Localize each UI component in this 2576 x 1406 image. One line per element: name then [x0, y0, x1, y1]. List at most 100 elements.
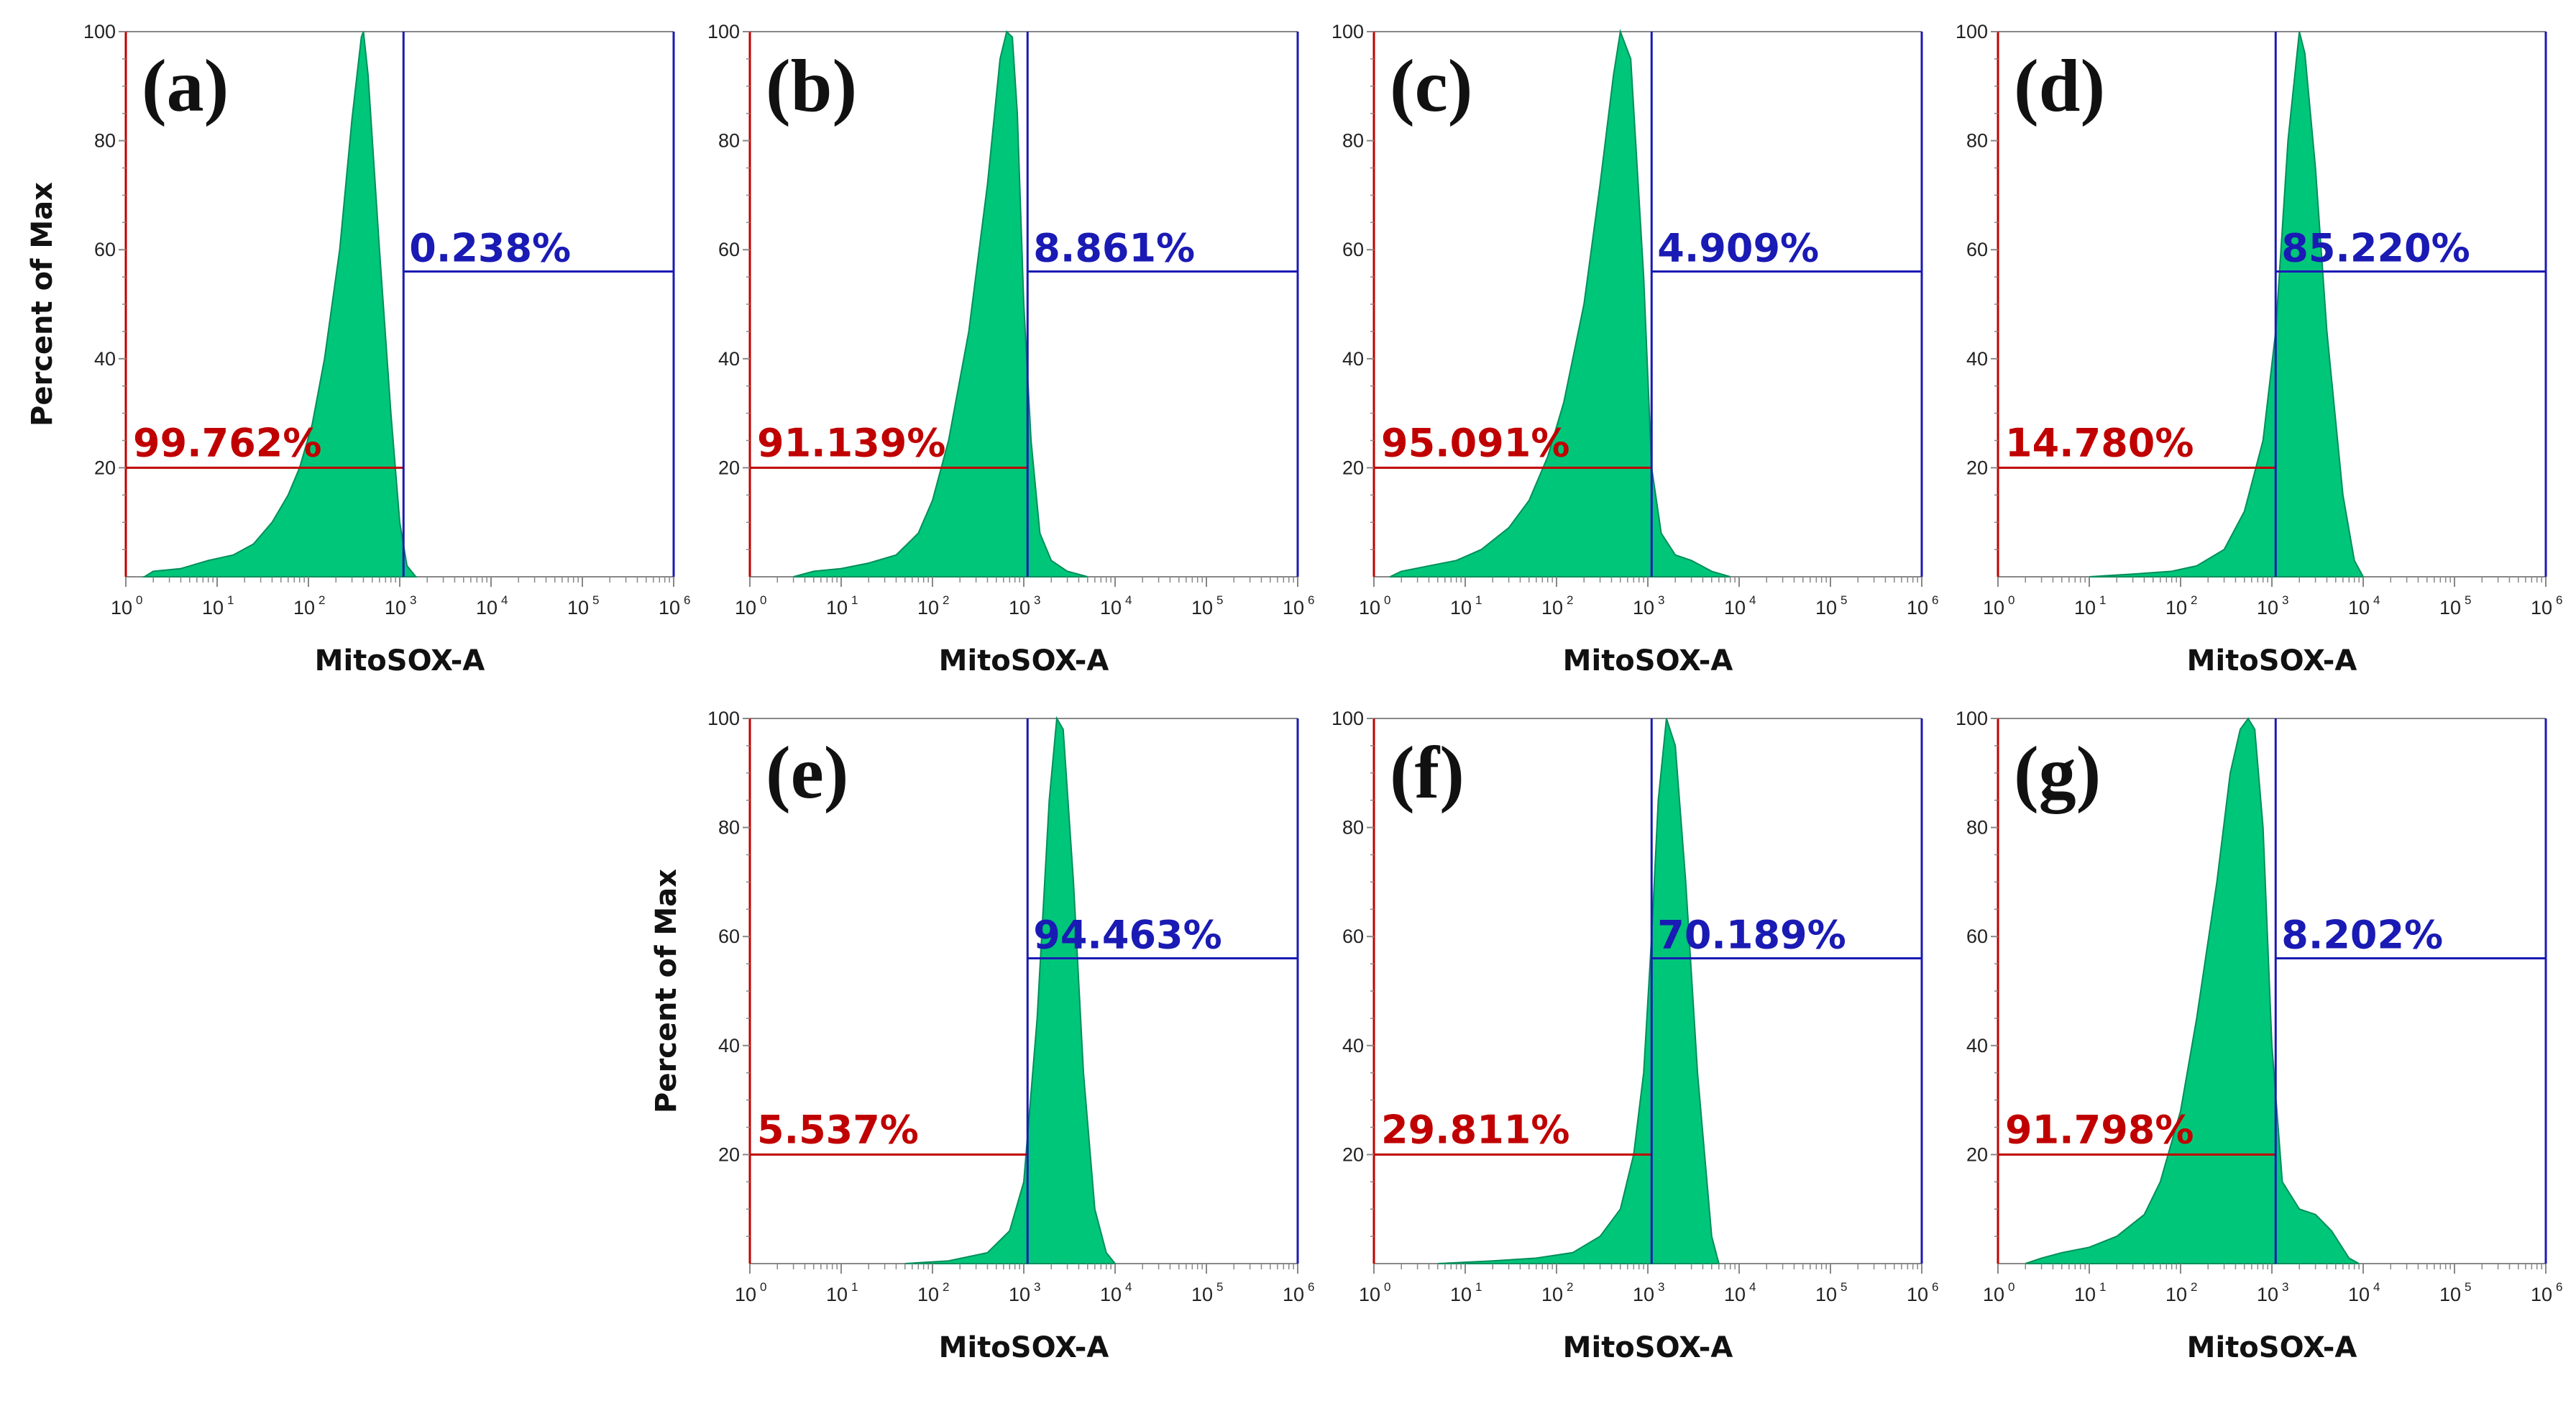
x-tick-label: 10 [1100, 597, 1122, 618]
x-tick-label: 10 [1541, 597, 1563, 618]
x-tick-label: 10 [1283, 1284, 1304, 1305]
x-tick-label: 10 [2348, 597, 2370, 618]
x-tick-exponent: 4 [2373, 593, 2380, 607]
y-tick-label: 20 [718, 1143, 740, 1165]
y-tick-label: 100 [707, 21, 740, 42]
y-tick-label: 80 [1342, 817, 1364, 839]
x-tick-exponent: 1 [2099, 593, 2106, 607]
x-axis-title: MitoSOX-A [315, 644, 485, 677]
x-tick-label: 10 [735, 1284, 756, 1305]
panel-label: (a) [142, 45, 229, 127]
x-tick-exponent: 6 [1308, 593, 1314, 607]
x-tick-label: 10 [2531, 1284, 2552, 1305]
x-tick-exponent: 3 [2282, 593, 2288, 607]
x-tick-label: 10 [1815, 1284, 1837, 1305]
x-tick-label: 10 [2074, 597, 2096, 618]
x-tick-exponent: 1 [851, 593, 858, 607]
x-tick-label: 10 [1359, 1284, 1380, 1305]
histogram-area [2089, 31, 2365, 578]
x-tick-exponent: 6 [1308, 1280, 1314, 1294]
x-tick-label: 10 [1983, 597, 2004, 618]
x-tick-exponent: 1 [227, 593, 234, 607]
x-tick-exponent: 5 [1216, 1280, 1223, 1294]
x-tick-exponent: 2 [1567, 1280, 1573, 1294]
y-tick-label: 100 [1956, 708, 1988, 729]
x-tick-label: 10 [2165, 597, 2187, 618]
x-tick-exponent: 2 [2191, 593, 2197, 607]
y-tick-label: 40 [1966, 1035, 1988, 1056]
left-gate-percentage: 91.139% [757, 420, 946, 465]
y-tick-label: 100 [1956, 21, 1988, 42]
x-tick-label: 10 [2074, 1284, 2096, 1305]
panel-label: (e) [766, 731, 848, 814]
x-tick-label: 10 [735, 597, 756, 618]
x-tick-label: 10 [1724, 597, 1746, 618]
x-tick-label: 10 [2165, 1284, 2187, 1305]
x-tick-label: 10 [1633, 1284, 1654, 1305]
y-tick-label: 80 [718, 817, 740, 839]
right-gate-percentage: 85.220% [2281, 226, 2470, 271]
x-tick-label: 10 [1283, 597, 1304, 618]
x-tick-exponent: 3 [1658, 593, 1664, 607]
y-tick-label: 60 [718, 926, 740, 947]
x-tick-label: 10 [202, 597, 224, 618]
x-tick-exponent: 0 [2008, 1280, 2014, 1294]
x-axis-title: MitoSOX-A [2187, 644, 2357, 677]
y-tick-label: 60 [1966, 239, 1988, 260]
x-tick-exponent: 1 [1475, 593, 1482, 607]
x-tick-exponent: 2 [2191, 1280, 2197, 1294]
left-gate-percentage: 91.798% [2005, 1107, 2194, 1152]
x-tick-label: 10 [917, 597, 939, 618]
x-tick-label: 10 [917, 1284, 939, 1305]
x-tick-exponent: 5 [1841, 1280, 1847, 1294]
y-tick-label: 100 [83, 21, 116, 42]
y-tick-label: 20 [718, 457, 740, 478]
x-tick-label: 10 [1815, 597, 1837, 618]
left-gate-percentage: 5.537% [757, 1107, 919, 1152]
left-gate-percentage: 99.762% [133, 420, 322, 465]
y-tick-label: 20 [1342, 457, 1364, 478]
x-tick-label: 10 [1450, 1284, 1472, 1305]
y-tick-label: 20 [1966, 1143, 1988, 1165]
y-tick-label: 40 [1966, 348, 1988, 370]
x-axis-title: MitoSOX-A [939, 1331, 1109, 1364]
y-tick-label: 100 [1331, 21, 1364, 42]
right-gate-percentage: 8.202% [2281, 913, 2443, 958]
y-tick-label: 60 [94, 239, 116, 260]
x-tick-exponent: 1 [851, 1280, 858, 1294]
x-tick-label: 10 [1633, 597, 1654, 618]
x-tick-exponent: 1 [1475, 1280, 1482, 1294]
x-tick-exponent: 0 [2008, 593, 2014, 607]
x-tick-exponent: 6 [684, 593, 690, 607]
x-tick-exponent: 6 [1932, 593, 1938, 607]
y-tick-label: 60 [1342, 926, 1364, 947]
x-tick-label: 10 [1359, 597, 1380, 618]
y-tick-label: 20 [94, 457, 116, 478]
panel-label: (c) [1390, 45, 1472, 127]
y-tick-label: 80 [1966, 817, 1988, 839]
x-tick-exponent: 0 [1384, 593, 1390, 607]
x-tick-exponent: 5 [2465, 1280, 2471, 1294]
x-tick-exponent: 1 [2099, 1280, 2106, 1294]
x-tick-exponent: 6 [2556, 593, 2562, 607]
x-tick-exponent: 4 [1125, 593, 1132, 607]
x-tick-exponent: 0 [760, 593, 766, 607]
x-tick-label: 10 [1907, 1284, 1928, 1305]
x-tick-exponent: 6 [1932, 1280, 1938, 1294]
panel-label: (f) [1390, 731, 1465, 814]
x-tick-label: 10 [1450, 597, 1472, 618]
x-tick-exponent: 4 [1749, 1280, 1756, 1294]
right-gate-percentage: 70.189% [1657, 913, 1846, 958]
x-axis-title: MitoSOX-A [2187, 1331, 2357, 1364]
histogram-area [1437, 718, 1720, 1264]
x-tick-label: 10 [2439, 1284, 2461, 1305]
x-axis-title: MitoSOX-A [939, 644, 1109, 677]
x-tick-exponent: 2 [318, 593, 325, 607]
x-tick-exponent: 4 [501, 593, 508, 607]
x-tick-label: 10 [111, 597, 132, 618]
